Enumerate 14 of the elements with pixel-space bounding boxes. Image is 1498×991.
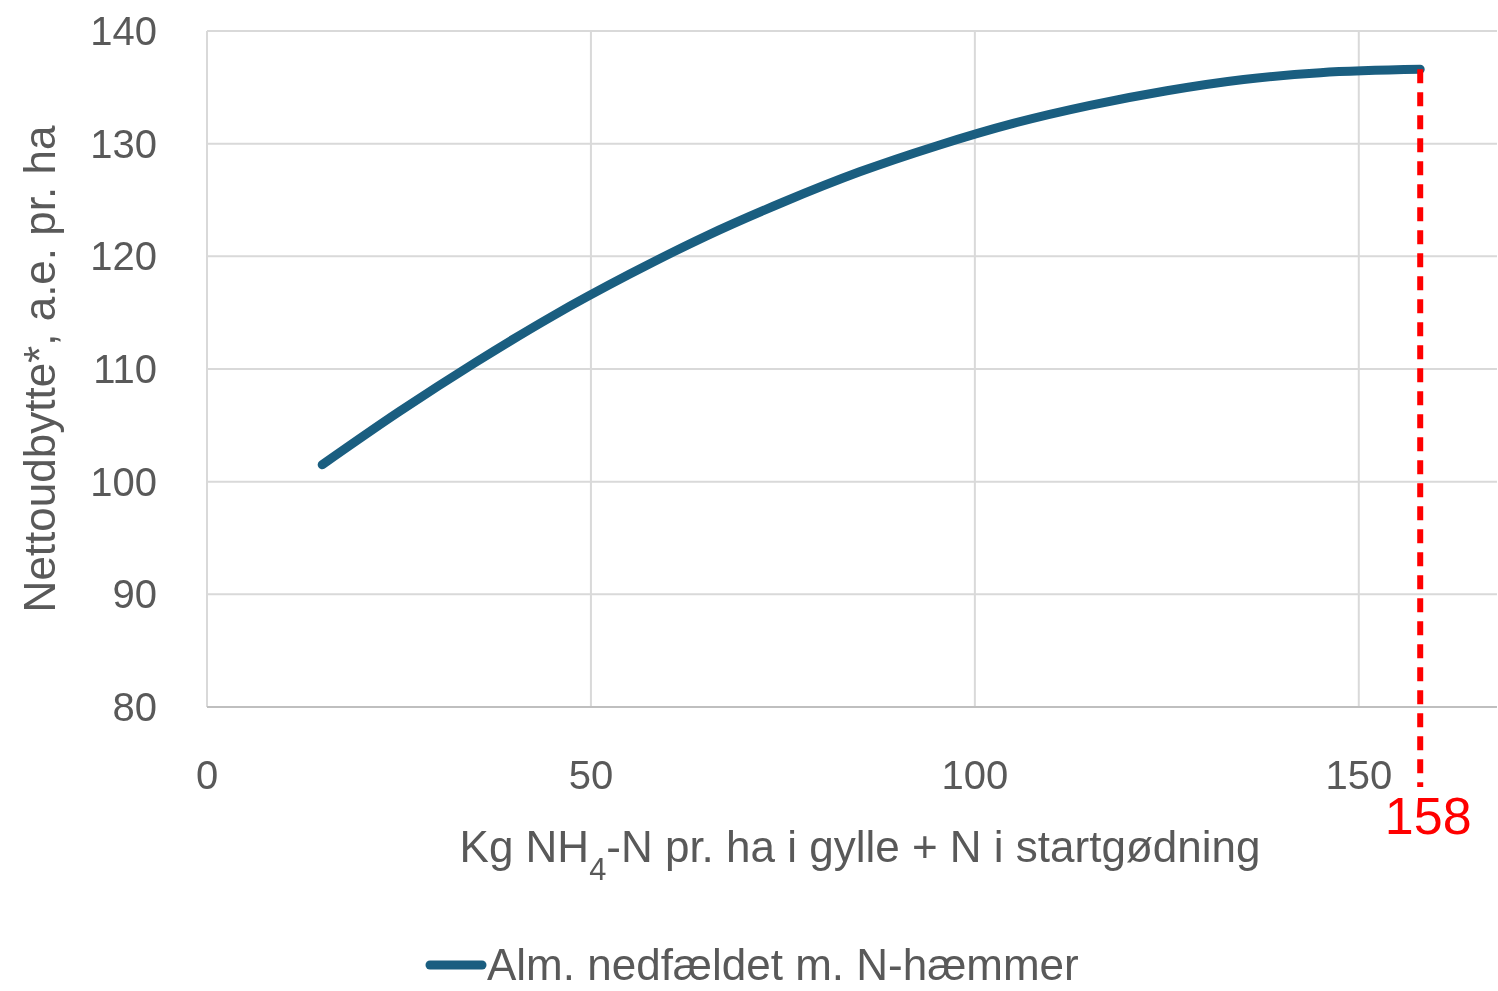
x-tick-label: 50	[568, 753, 614, 797]
x-tick-label: 100	[941, 753, 1009, 797]
y-axis-title: Nettoudbytte*, a.e. pr. ha	[15, 125, 64, 613]
x-axis-title: Kg NH$_{4}$-N pr. ha i gylle + N i startgødning	[459, 822, 1261, 887]
y-tick-label: 110	[93, 347, 157, 391]
x-tick-label: 0	[195, 753, 219, 797]
x-tick-label: 150	[1325, 753, 1393, 797]
y-tick-label: 120	[90, 234, 157, 279]
y-tick-label: 130	[90, 121, 157, 166]
y-tick-label: 140	[90, 9, 157, 53]
legend-label: Alm. nedfældet m. N-hæmmer	[487, 940, 1079, 989]
y-tick-label: 80	[112, 685, 157, 729]
y-tick-label: 100	[90, 459, 157, 504]
y-tick-label: 90	[112, 572, 157, 617]
